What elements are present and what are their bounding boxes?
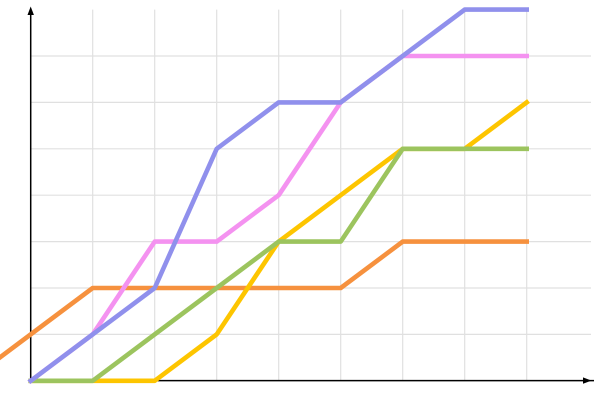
y-axis-arrowhead-icon (27, 6, 34, 15)
series-pink-line (27, 53, 530, 385)
series-blue-line (27, 7, 530, 385)
x-axis-arrowhead-icon (583, 377, 592, 384)
series-orange-line (0, 239, 530, 361)
series-green-line (28, 146, 530, 384)
